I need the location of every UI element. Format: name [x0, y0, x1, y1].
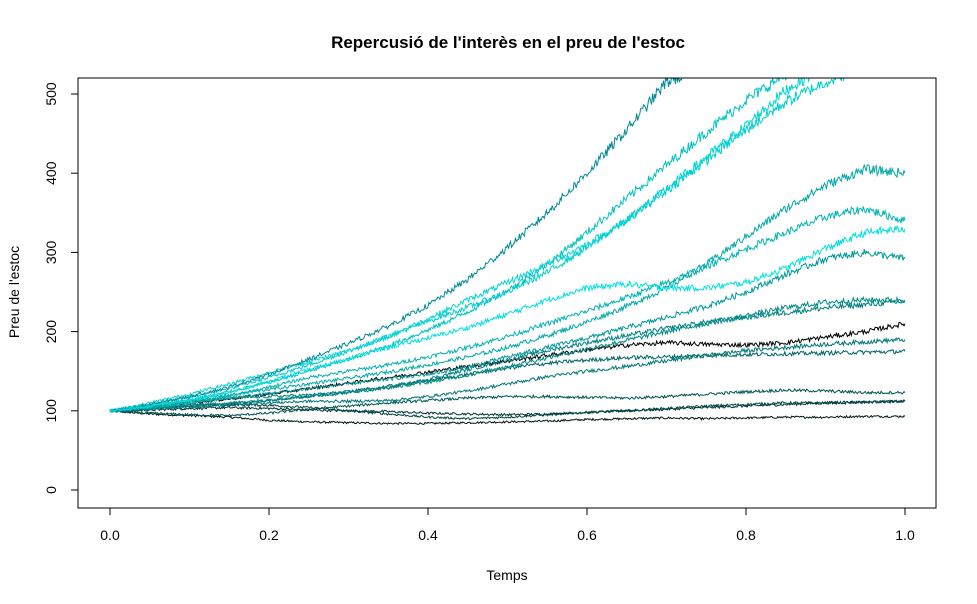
- chart-title: Repercusió de l'interès en el preu de l'…: [331, 33, 685, 52]
- y-tick-label: 300: [43, 241, 59, 265]
- series-line-4: [109, 387, 906, 418]
- x-tick-label: 0.2: [259, 527, 279, 543]
- y-axis: 0 100 200 300 400 500: [43, 82, 79, 494]
- y-tick-label: 100: [43, 399, 59, 423]
- x-axis: 0.0 0.2 0.4 0.6 0.8 1.0: [100, 507, 915, 543]
- y-tick-label: 200: [43, 320, 59, 344]
- series-line-16: [109, 78, 683, 412]
- series-layer: [109, 78, 906, 426]
- series-line-7: [109, 336, 906, 413]
- series-line-12: [109, 206, 906, 413]
- y-axis-label: Preu de l'estoc: [6, 246, 22, 338]
- y-tick-label: 500: [43, 82, 59, 106]
- x-tick-label: 0.8: [736, 527, 756, 543]
- series-line-9: [109, 295, 906, 412]
- series-line-15: [109, 78, 818, 412]
- series-line-10: [110, 249, 906, 413]
- x-tick-label: 0.0: [100, 527, 120, 543]
- series-line-2: [109, 399, 906, 417]
- x-tick-label: 0.4: [418, 527, 438, 543]
- series-line-11: [109, 163, 906, 413]
- x-tick-label: 0.6: [577, 527, 597, 543]
- y-tick-label: 400: [43, 161, 59, 185]
- plot-frame: [77, 77, 937, 509]
- x-tick-label: 1.0: [895, 527, 915, 543]
- x-axis-label: Temps: [486, 567, 527, 583]
- series-line-1: [109, 409, 906, 426]
- series-line-17: [109, 224, 906, 412]
- y-tick-label: 0: [43, 486, 59, 494]
